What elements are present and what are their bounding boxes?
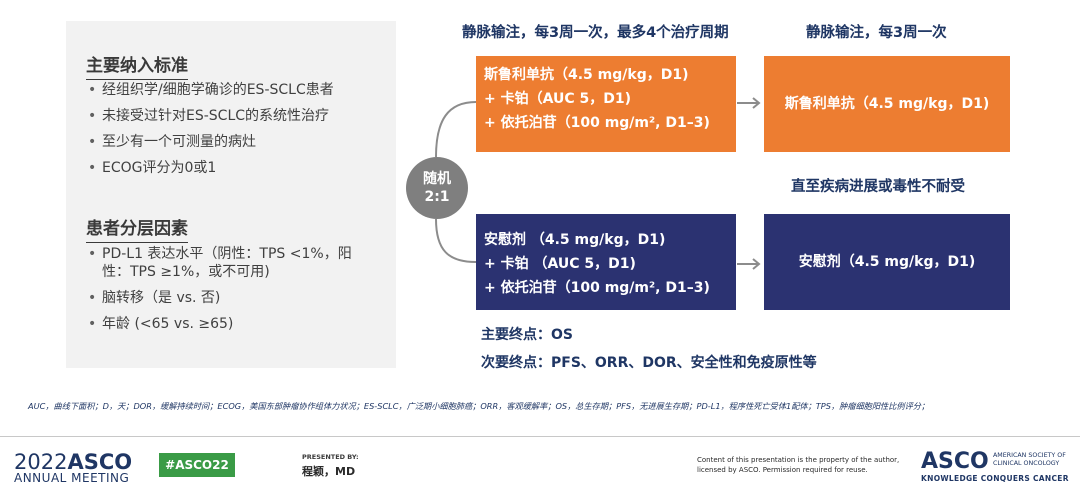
arrow-arm-b — [737, 258, 761, 270]
society-name: AMERICAN SOCIETY OF CLINICAL ONCOLOGY — [993, 452, 1066, 467]
inclusion-list: 经组织学/细胞学确诊的ES-SCLC患者 未接受过针对ES-SCLC的系统性治疗… — [88, 81, 386, 185]
connector-lower — [435, 218, 477, 263]
meeting-logo: 2022ASCO — [14, 450, 132, 474]
secondary-endpoint: 次要终点：PFS、ORR、DOR、安全性和免疫原性等 — [481, 355, 817, 371]
presented-by-label: PRESENTED BY: — [302, 453, 359, 461]
stratification-item: PD-L1 表达水平（阴性：TPS <1%，阳性：TPS ≥1%，或不可用) — [88, 245, 376, 281]
arm-b-drug-3: + 依托泊苷（100 mg/m², D1–3) — [484, 280, 710, 296]
arm-b-induction-box: 安慰剂 （4.5 mg/kg，D1) + 卡铂 （AUC 5，D1) + 依托泊… — [476, 214, 736, 310]
arm-b-drug-2: + 卡铂 （AUC 5，D1) — [484, 256, 636, 272]
criteria-panel: 主要纳入标准 经组织学/细胞学确诊的ES-SCLC患者 未接受过针对ES-SCL… — [66, 21, 396, 368]
randomization-ratio: 2:1 — [424, 189, 450, 205]
arm-a-induction-box: 斯鲁利单抗（4.5 mg/kg，D1) + 卡铂（AUC 5，D1) + 依托泊… — [476, 56, 736, 152]
maintenance-note: 直至疾病进展或毒性不耐受 — [791, 179, 965, 195]
arm-a-drug-3: + 依托泊苷（100 mg/m², D1–3) — [484, 115, 710, 131]
inclusion-item: 未接受过针对ES-SCLC的系统性治疗 — [88, 107, 386, 125]
connector-upper — [435, 101, 477, 158]
stratification-item: 年龄 (<65 vs. ≥65) — [88, 315, 376, 333]
meeting-year: 2022 — [14, 450, 68, 474]
abbreviations-footnote: AUC，曲线下面积；D，天；DOR，缓解持续时间；ECOG，美国东部肿瘤协作组体… — [28, 401, 930, 411]
stratification-title: 患者分层因素 — [86, 214, 188, 243]
arm-a-maintenance-label: 斯鲁利单抗（4.5 mg/kg，D1) — [784, 96, 990, 112]
stratification-item: 脑转移（是 vs. 否) — [88, 289, 376, 307]
arm-b-drug-1: 安慰剂 （4.5 mg/kg，D1) — [484, 232, 666, 248]
inclusion-item: ECOG评分为0或1 — [88, 159, 386, 177]
arm-a-drug-1: 斯鲁利单抗（4.5 mg/kg，D1) — [484, 67, 689, 83]
stratification-list: PD-L1 表达水平（阴性：TPS <1%，阳性：TPS ≥1%，或不可用) 脑… — [88, 245, 376, 341]
footer-divider — [0, 436, 1080, 437]
inclusion-item: 经组织学/细胞学确诊的ES-SCLC患者 — [88, 81, 386, 99]
arm-a-drug-2: + 卡铂（AUC 5，D1) — [484, 91, 632, 107]
meeting-asco: ASCO — [67, 450, 133, 474]
randomization-label: 随机 — [423, 171, 451, 187]
header-induction: 静脉输注，每3周一次，最多4个治疗周期 — [462, 25, 729, 41]
header-maintenance: 静脉输注，每3周一次 — [806, 25, 947, 41]
inclusion-title: 主要纳入标准 — [86, 51, 188, 80]
arrow-arm-a — [737, 97, 761, 109]
inclusion-item: 至少有一个可测量的病灶 — [88, 133, 386, 151]
copyright-notice: Content of this presentation is the prop… — [697, 456, 900, 474]
asco-logo: ASCO — [921, 449, 989, 474]
primary-endpoint: 主要终点：OS — [481, 327, 573, 343]
arm-a-maintenance-box: 斯鲁利单抗（4.5 mg/kg，D1) — [764, 56, 1010, 152]
hashtag-badge: #ASCO22 — [159, 453, 235, 477]
arm-b-maintenance-box: 安慰剂（4.5 mg/kg，D1) — [764, 214, 1010, 310]
presenter-name: 程颖，MD — [302, 465, 356, 478]
annual-meeting-label: ANNUAL MEETING — [14, 471, 130, 485]
arm-b-maintenance-label: 安慰剂（4.5 mg/kg，D1) — [798, 254, 976, 270]
randomization-node: 随机 2:1 — [406, 157, 468, 219]
asco-tagline: KNOWLEDGE CONQUERS CANCER — [921, 474, 1069, 483]
